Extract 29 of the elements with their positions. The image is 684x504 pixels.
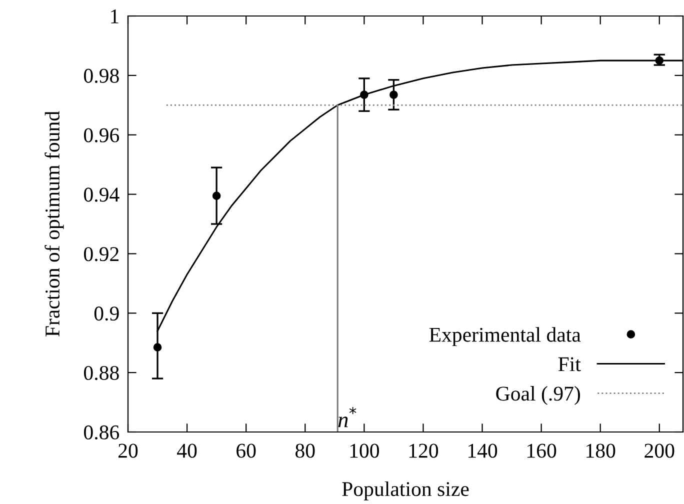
y-tick-label: 0.88 xyxy=(84,366,119,380)
x-tick-label: 140 xyxy=(468,444,498,458)
x-tick-label: 200 xyxy=(644,444,674,458)
x-tick-label: 20 xyxy=(118,444,138,458)
point xyxy=(360,90,368,99)
y-tick-label: 0.92 xyxy=(84,247,119,262)
legend-label: Experimental data xyxy=(429,327,581,346)
x-tick-label: 40 xyxy=(177,444,197,458)
x-tick-label: 120 xyxy=(409,444,438,458)
y-tick-label: 0.86 xyxy=(84,425,120,440)
legend-label: Goal (.97) xyxy=(496,386,580,405)
x-tick-label: 100 xyxy=(350,444,379,458)
y-tick-label: 0.96 xyxy=(84,128,120,142)
point xyxy=(153,343,162,352)
point xyxy=(212,192,221,200)
x-tick-label: 180 xyxy=(586,444,616,458)
x-axis-title: Population size xyxy=(342,481,469,500)
annotation: n$^{*}$ xyxy=(338,407,356,428)
y-tick-label: 0.94 xyxy=(84,188,120,202)
y-tick-label: 0.9 xyxy=(94,306,119,321)
y-axis-title: Fraction of optimum found xyxy=(44,111,64,337)
x-tick-label: 160 xyxy=(528,444,556,458)
legend-label: Fit xyxy=(558,357,581,372)
x-tick-label: 60 xyxy=(236,444,256,458)
point xyxy=(655,56,664,65)
y-tick-label: 0.98 xyxy=(84,68,119,83)
y-tick-label: 1 xyxy=(111,9,118,24)
point xyxy=(390,90,398,99)
x-tick-label: 80 xyxy=(296,444,315,458)
